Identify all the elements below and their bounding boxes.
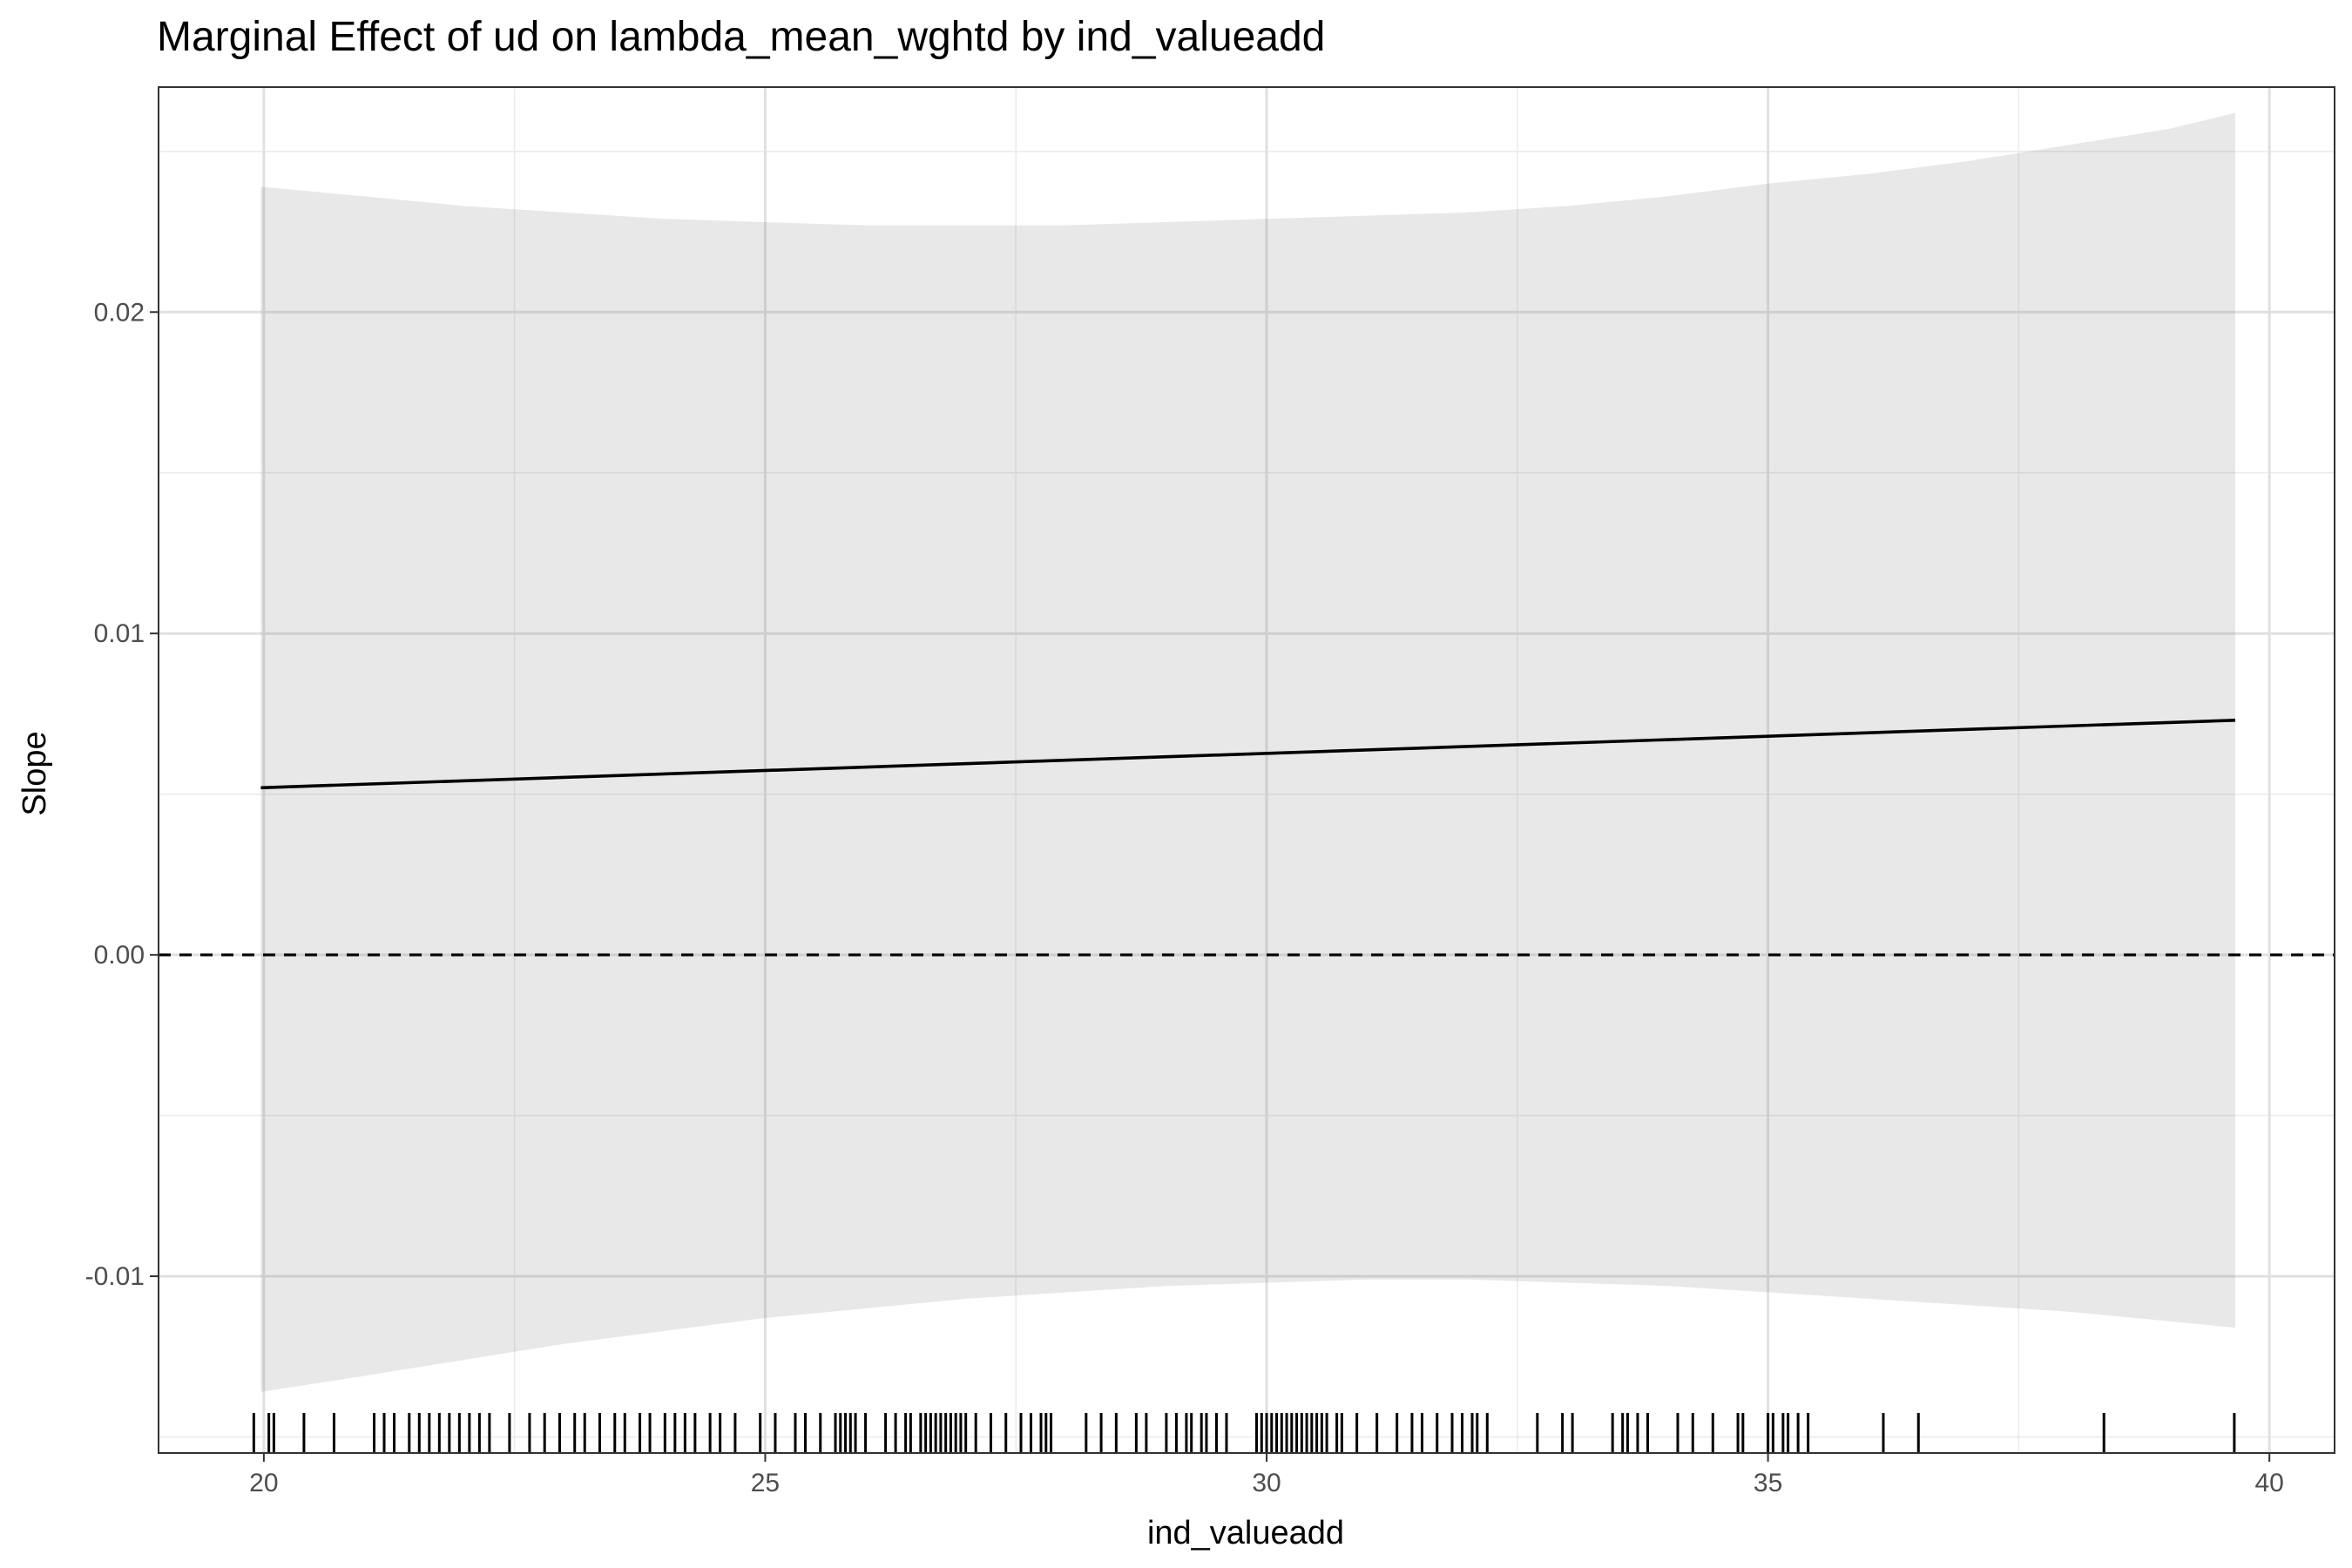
- x-tick-label: 30: [1252, 1469, 1281, 1497]
- panel-border: [158, 86, 2335, 1454]
- panel-background: [159, 87, 2335, 1453]
- x-tick-label: 35: [1754, 1469, 1782, 1497]
- x-axis-title: ind_valueadd: [1147, 1515, 1344, 1551]
- x-tick-label: 20: [249, 1469, 278, 1497]
- y-axis-title: Slope: [17, 731, 53, 815]
- chart-title: Marginal Effect of ud on lambda_mean_wgh…: [157, 14, 1325, 60]
- x-tick-label: 25: [751, 1469, 780, 1497]
- x-tick-label: 40: [2254, 1469, 2283, 1497]
- y-tick-label: 0.02: [94, 298, 145, 327]
- y-tick-label: 0.01: [94, 619, 145, 648]
- y-tick-label: 0.00: [94, 941, 145, 970]
- y-tick-label: -0.01: [85, 1262, 145, 1291]
- plot-area: 20 25 30 35 40 -0.01 0.00 0.01 0.02: [85, 86, 2335, 1497]
- slope-line: [260, 719, 2236, 790]
- confidence-band: [260, 112, 2236, 1392]
